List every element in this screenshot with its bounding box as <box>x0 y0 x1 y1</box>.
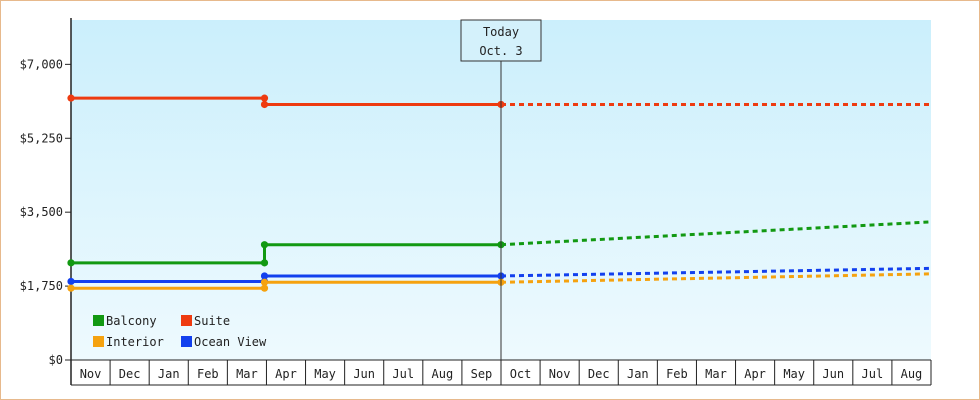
data-point-balcony <box>67 259 75 267</box>
x-tick-label: May <box>783 367 805 381</box>
x-tick-label: Sep <box>471 367 493 381</box>
legend-swatch-balcony <box>93 315 104 326</box>
x-tick-label: Jan <box>627 367 649 381</box>
today-callout <box>460 19 542 62</box>
today-date: Oct. 3 <box>479 44 522 58</box>
x-tick-label: Jun <box>353 367 375 381</box>
today-label: Today <box>483 25 519 39</box>
data-point-balcony <box>260 241 269 249</box>
legend-swatch-interior <box>93 336 104 347</box>
x-tick-label: Mar <box>705 367 727 381</box>
data-point-ocean-view <box>260 272 269 280</box>
x-tick-label: Apr <box>744 367 766 381</box>
x-tick-label: Feb <box>666 367 688 381</box>
x-tick-label: Jul <box>392 367 414 381</box>
y-tick-label: $1,750 <box>20 279 63 293</box>
x-tick-label: Jun <box>822 367 844 381</box>
y-tick-label: $5,250 <box>20 131 63 145</box>
y-tick-label: $7,000 <box>20 57 63 71</box>
series-line-balcony <box>71 243 501 265</box>
x-tick-label: Aug <box>901 367 923 381</box>
x-tick-label: Aug <box>432 367 454 381</box>
x-tick-label: Mar <box>236 367 258 381</box>
data-point-suite <box>260 100 269 109</box>
x-tick-label: Dec <box>588 367 610 381</box>
y-tick-label: $3,500 <box>20 205 63 219</box>
legend-swatch-ocean-view <box>181 336 192 347</box>
legend-label-interior: Interior <box>106 335 164 349</box>
x-tick-label: Jan <box>158 367 180 381</box>
y-tick-label: $0 <box>49 353 63 367</box>
x-tick-label: Nov <box>80 367 102 381</box>
x-tick-label: May <box>314 367 336 381</box>
x-tick-label: Feb <box>197 367 219 381</box>
x-tick-label: Jul <box>862 367 884 381</box>
x-tick-label: Nov <box>549 367 571 381</box>
data-point-interior <box>67 284 75 292</box>
legend-swatch-suite <box>181 315 192 326</box>
x-tick-label: Oct <box>510 367 532 381</box>
data-point-suite <box>260 94 269 102</box>
x-tick-label: Dec <box>119 367 141 381</box>
data-point-balcony <box>260 259 269 267</box>
data-point-interior <box>260 278 269 286</box>
legend-label-suite: Suite <box>194 314 230 328</box>
data-point-interior <box>260 284 269 292</box>
x-tick-label: Apr <box>275 367 297 381</box>
legend-label-balcony: Balcony <box>106 314 157 328</box>
data-point-ocean-view <box>67 277 75 286</box>
data-point-suite <box>67 94 75 102</box>
legend-label-ocean-view: Ocean View <box>194 335 267 349</box>
